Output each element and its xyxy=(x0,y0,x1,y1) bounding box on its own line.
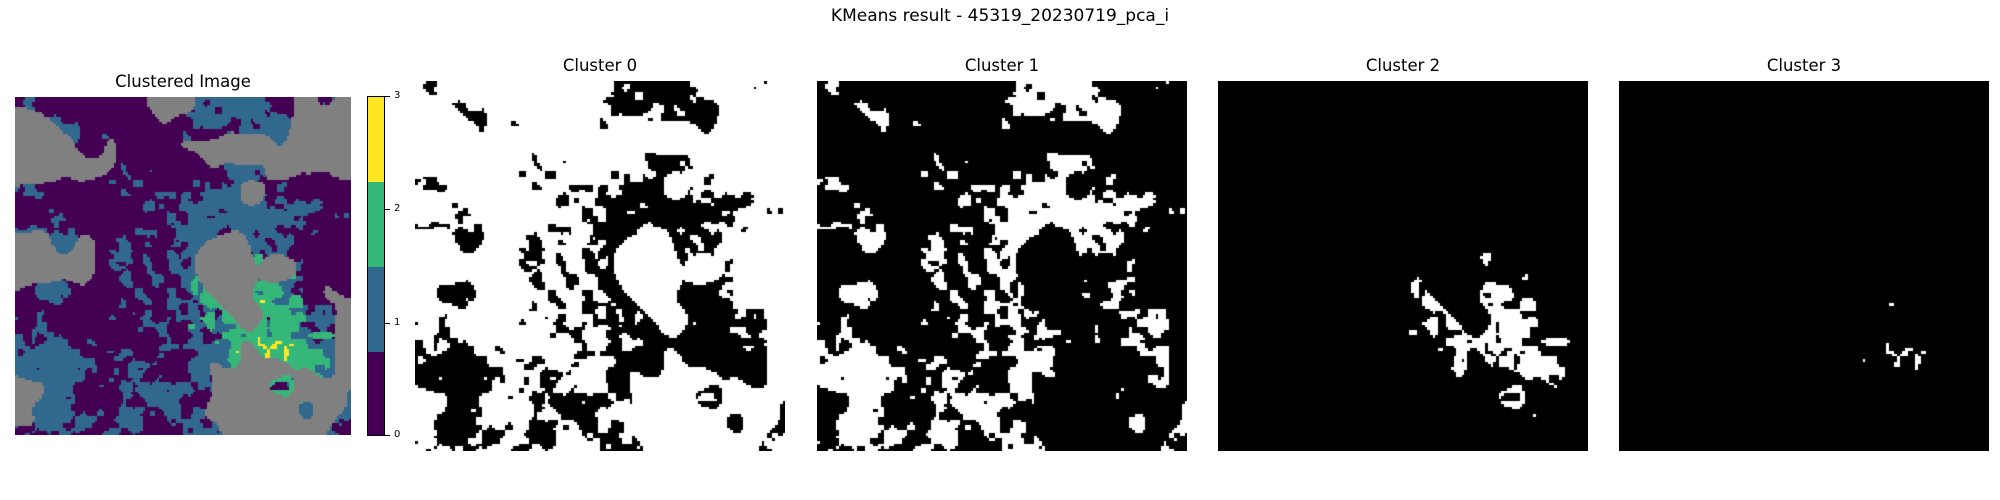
cluster-0-mask xyxy=(415,81,785,451)
panel-title-clustered: Clustered Image xyxy=(115,72,251,91)
panel-title-cluster-3: Cluster 3 xyxy=(1766,56,1842,75)
colorbar-tick-3 xyxy=(385,96,390,97)
colorbar-tick-2 xyxy=(385,209,390,210)
colorbar-tick-0 xyxy=(385,435,390,436)
colorbar xyxy=(367,96,385,436)
cluster-2-mask xyxy=(1218,81,1588,451)
colorbar-level-1 xyxy=(368,267,384,352)
colorbar-level-2 xyxy=(368,182,384,267)
colorbar-tick-1 xyxy=(385,323,390,324)
colorbar-level-3 xyxy=(368,97,384,182)
panel-title-cluster-0: Cluster 0 xyxy=(562,56,638,75)
colorbar-tick-label-3: 3 xyxy=(394,90,401,101)
panel-title-cluster-2: Cluster 2 xyxy=(1365,56,1441,75)
cluster-1-mask xyxy=(817,81,1187,451)
colorbar-tick-label-0: 0 xyxy=(394,429,401,440)
colorbar-tick-label-2: 2 xyxy=(394,203,401,214)
colorbar-tick-label-1: 1 xyxy=(394,317,401,328)
clustered-image-map xyxy=(15,97,351,435)
panel-title-cluster-1: Cluster 1 xyxy=(964,56,1040,75)
colorbar-level-0 xyxy=(368,352,384,435)
figure-title: KMeans result - 45319_20230719_pca_i xyxy=(830,6,1170,26)
cluster-3-mask xyxy=(1619,81,1989,451)
